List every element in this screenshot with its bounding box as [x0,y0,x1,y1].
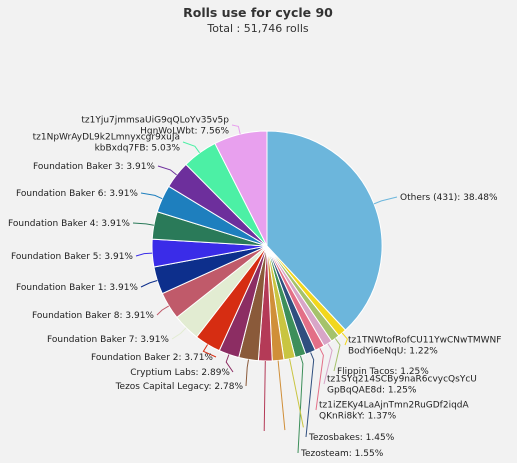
leader-line-1 [341,332,348,346]
slice-label-21-line-1: HgnWoLWbt: 7.56% [140,127,229,137]
chart-subtitle: Total : 51,746 rolls [206,22,308,35]
slice-label-18-line-0: Foundation Baker 6: 3.91% [16,189,138,199]
slice-label-15-line-0: Foundation Baker 1: 3.91% [16,283,138,293]
leader-line-19 [157,165,177,176]
slice-label-12-line-0: Foundation Baker 2: 3.71% [91,353,213,363]
leader-line-18 [140,192,163,200]
leader-line-13 [171,327,187,340]
leader-line-16 [135,252,153,257]
leader-line-3 [323,343,333,385]
leader-line-11 [225,354,234,373]
slice-label-2-line-0: Flippin Tacos: 1.25% [337,367,429,377]
leader-line-0 [373,196,398,205]
leader-line-21 [231,124,241,135]
chart-title: Rolls use for cycle 90 [183,5,333,20]
leader-line-4 [315,347,324,411]
slice-label-0-line-0: Others (431): 38.48% [400,193,498,203]
pie-slices [151,130,383,362]
leader-line-7 [289,358,304,428]
leader-line-5 [305,352,315,438]
leader-line-9 [263,360,266,432]
leader-line-8 [277,360,286,431]
leader-line-17 [132,222,154,226]
slice-label-4-line-1: QKnRi8kY: 1.37% [319,412,397,422]
slice-leader-lines [132,124,398,454]
leader-line-12 [202,344,217,358]
slice-label-4-line-0: tz1iZEKy4LaAjnTmn2RuGDf2iqdA [319,401,469,411]
slice-label-3-line-1: GpBqQAE8d: 1.25% [327,386,417,396]
leader-line-10 [245,359,249,387]
slice-label-11-line-0: Cryptium Labs: 2.89% [130,368,230,378]
slice-label-17-line-0: Foundation Baker 4: 3.91% [8,219,130,229]
slice-label-20-line-1: kbBxdq7FB: 5.03% [95,144,181,154]
pie-slice-21[interactable] [214,130,268,247]
slice-label-19-line-0: Foundation Baker 3: 3.91% [33,162,155,172]
leader-line-15 [140,280,158,288]
leader-line-14 [156,305,170,316]
slice-label-16-line-0: Foundation Baker 5: 3.91% [11,252,133,262]
pie-slice-0[interactable] [266,130,383,331]
slice-label-14-line-0: Foundation Baker 8: 3.91% [32,311,154,321]
slice-label-3-line-0: tz1SYq214SCBy9naR6cvycQsYcU [327,375,477,385]
leader-line-6 [297,355,304,454]
slice-label-20-line-0: tz1NpWrAyDL9k2Lmnyxcgr9xuJa [33,133,180,143]
slice-label-6-line-0: Tezosteam: 1.55% [300,449,384,459]
slice-label-1-line-0: tz1TNWtofRofCU11YwCNwTMWNF [348,336,501,346]
leader-line-20 [182,141,201,154]
slice-labels: Others (431): 38.48% tz1TNWtofRofCU11YwCN… [8,116,501,460]
slice-label-5-line-0: Tezosbakes: 1.45% [308,433,395,443]
slice-label-1-line-1: BodYi6eNqU: 1.22% [348,347,438,357]
slice-label-10-line-0: Tezos Capital Legacy: 2.78% [115,382,244,392]
leader-line-2 [333,338,341,372]
slice-label-21-line-0: tz1Yju7jmmsaUiG9qQLoYv35v5p [81,116,229,126]
slice-label-13-line-0: Foundation Baker 7: 3.91% [47,335,169,345]
